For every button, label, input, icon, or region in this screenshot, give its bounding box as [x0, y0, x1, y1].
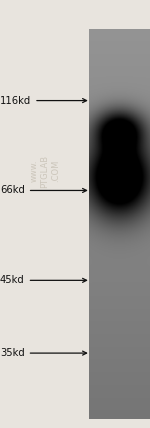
Text: 66kd: 66kd [0, 185, 87, 196]
Text: 116kd: 116kd [0, 95, 87, 106]
Text: 45kd: 45kd [0, 275, 87, 285]
Text: 35kd: 35kd [0, 348, 87, 358]
Text: www.
PTGLAB
.COM: www. PTGLAB .COM [29, 155, 61, 188]
